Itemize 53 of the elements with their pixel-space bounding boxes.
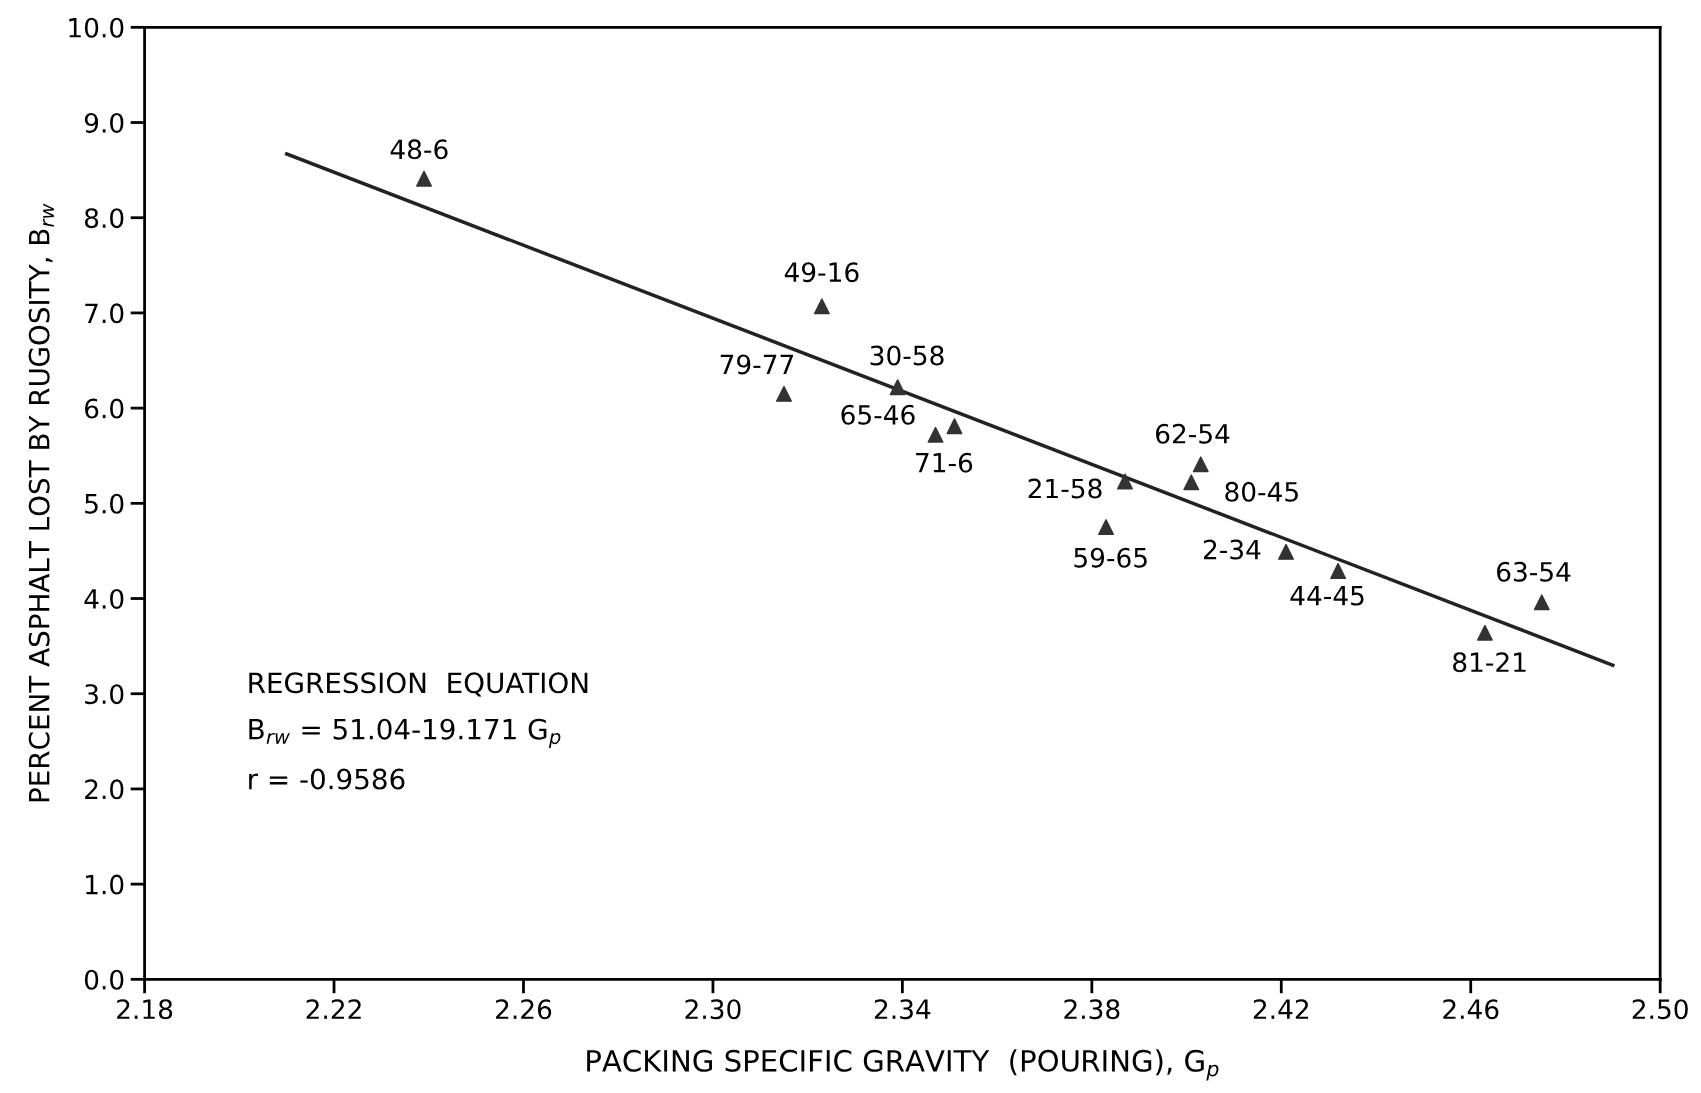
point xyxy=(889,379,906,396)
x-tick-label: 2.34 xyxy=(874,999,931,1020)
annotation: 65-46 xyxy=(841,404,915,425)
x-tick-label: 2.50 xyxy=(1632,999,1688,1020)
x-tick-label: 2.42 xyxy=(1253,999,1309,1019)
annotation: 62-54 xyxy=(1156,423,1230,444)
x-tick-label: 2.30 xyxy=(685,999,741,1020)
annotation: 79-77 xyxy=(720,354,794,375)
annotation: 59-65 xyxy=(1074,547,1147,568)
point xyxy=(416,170,433,187)
y-tick-label: 2.0 xyxy=(85,779,124,800)
annotation: 80-45 xyxy=(1225,481,1298,502)
point xyxy=(1183,474,1200,491)
annotation: 30-58 xyxy=(870,345,944,366)
annotation: 81-21 xyxy=(1453,652,1526,673)
annotation: 49-16 xyxy=(784,262,859,283)
point xyxy=(1278,543,1294,560)
point xyxy=(813,298,830,315)
x-tick-label: 2.18 xyxy=(117,999,173,1020)
annotation: 63-54 xyxy=(1497,561,1571,582)
x-tick-label: 2.26 xyxy=(496,999,552,1020)
x-axis-title: PACKING SPECIFIC GRAVITY (POURING), G$_{p}$ xyxy=(587,1049,1219,1081)
point xyxy=(1117,473,1133,490)
y-tick-label: 9.0 xyxy=(84,112,124,133)
y-tick-label: 10.0 xyxy=(69,17,124,38)
y-tick-label: 1.0 xyxy=(86,874,124,895)
x-tick-label: 2.38 xyxy=(1064,999,1120,1020)
y-tick-label: 3.0 xyxy=(85,684,124,705)
annotation: 44-45 xyxy=(1290,586,1364,606)
y-tick-label: 8.0 xyxy=(84,208,124,229)
point xyxy=(775,385,792,402)
point xyxy=(927,426,944,443)
y-tick-label: 4.0 xyxy=(84,588,124,609)
point xyxy=(1330,562,1347,579)
y-axis-title: PERCENT ASPHALT LOST BY RUGOSITY, B$_{rw}$ xyxy=(28,203,54,802)
point xyxy=(1098,519,1115,536)
annotation: 48-6 xyxy=(390,139,448,160)
annotation: 2-34 xyxy=(1203,539,1261,560)
point xyxy=(1192,456,1209,473)
x-tick-label: 2.46 xyxy=(1443,999,1499,1020)
y-tick-label: 6.0 xyxy=(85,398,124,419)
annotation: REGRESSION EQUATION xyxy=(249,672,588,697)
y-tick-label: 5.0 xyxy=(85,493,124,514)
point xyxy=(1476,624,1493,641)
y-tick-label: 7.0 xyxy=(85,303,124,324)
point xyxy=(946,418,963,435)
annotation: 71-6 xyxy=(916,452,973,473)
annotation: r = -0.9586 xyxy=(249,768,405,790)
point xyxy=(1533,594,1550,611)
annotation: 21-58 xyxy=(1028,478,1102,499)
y-tick-label: 0.0 xyxy=(84,969,124,990)
x-tick-label: 2.22 xyxy=(306,999,361,1019)
annotation: B$_{rw}$ = 51.04-19.171 G$_{p}$ xyxy=(249,718,561,748)
